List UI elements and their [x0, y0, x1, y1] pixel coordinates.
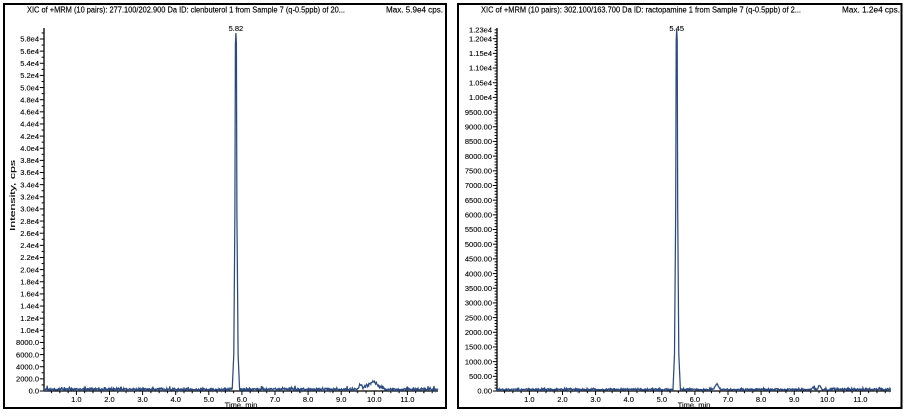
svg-text:4500.00: 4500.00 — [465, 255, 492, 264]
svg-text:3000.00: 3000.00 — [465, 299, 492, 308]
svg-text:6000.0: 6000.0 — [16, 350, 39, 359]
svg-text:1.4e4: 1.4e4 — [20, 302, 39, 311]
svg-text:3.0: 3.0 — [137, 395, 147, 404]
svg-text:Max. 5.9e4 cps.: Max. 5.9e4 cps. — [386, 6, 443, 15]
svg-text:5000.00: 5000.00 — [465, 240, 492, 249]
svg-text:3.0: 3.0 — [590, 395, 600, 404]
svg-text:5.4e4: 5.4e4 — [20, 59, 39, 68]
svg-text:2.2e4: 2.2e4 — [20, 253, 39, 262]
svg-text:8.0: 8.0 — [756, 395, 766, 404]
svg-text:5.82: 5.82 — [229, 24, 244, 33]
svg-text:5.2e4: 5.2e4 — [20, 71, 39, 80]
svg-text:0.00: 0.00 — [477, 387, 492, 396]
svg-text:5.0e4: 5.0e4 — [20, 83, 39, 92]
svg-text:6.0: 6.0 — [690, 395, 700, 404]
svg-text:1.0: 1.0 — [524, 395, 534, 404]
svg-text:500.00: 500.00 — [469, 372, 492, 381]
svg-text:1.05e4: 1.05e4 — [469, 78, 492, 87]
svg-text:4.2e4: 4.2e4 — [20, 132, 39, 141]
svg-text:4.6e4: 4.6e4 — [20, 108, 39, 117]
svg-text:2.0e4: 2.0e4 — [20, 265, 39, 274]
svg-text:XIC of +MRM (10 pairs): 302.10: XIC of +MRM (10 pairs): 302.100/163.700 … — [481, 6, 801, 15]
svg-text:9.0: 9.0 — [336, 395, 346, 404]
svg-text:1.23e4: 1.23e4 — [469, 26, 492, 35]
svg-text:1.0e4: 1.0e4 — [20, 326, 39, 335]
svg-text:10.0: 10.0 — [367, 395, 382, 404]
svg-text:1000.00: 1000.00 — [465, 357, 492, 366]
svg-text:5500.00: 5500.00 — [465, 225, 492, 234]
svg-text:5.45: 5.45 — [669, 24, 684, 33]
svg-text:2.4e4: 2.4e4 — [20, 241, 39, 250]
svg-text:Time, min: Time, min — [225, 401, 258, 410]
svg-text:7.0: 7.0 — [270, 395, 280, 404]
svg-text:10.0: 10.0 — [820, 395, 835, 404]
svg-text:Max. 1.2e4 cps.: Max. 1.2e4 cps. — [842, 6, 900, 15]
svg-text:5.8e4: 5.8e4 — [20, 35, 39, 44]
svg-text:8.0: 8.0 — [303, 395, 313, 404]
svg-text:Intensity, cps: Intensity, cps — [8, 160, 17, 231]
svg-text:8500.00: 8500.00 — [465, 137, 492, 146]
svg-text:4.0: 4.0 — [623, 395, 633, 404]
svg-text:3.6e4: 3.6e4 — [20, 168, 39, 177]
svg-text:2.6e4: 2.6e4 — [20, 229, 39, 238]
svg-text:1.10e4: 1.10e4 — [469, 64, 492, 73]
svg-text:4000.00: 4000.00 — [465, 269, 492, 278]
svg-text:4.4e4: 4.4e4 — [20, 120, 39, 129]
svg-text:1.6e4: 1.6e4 — [20, 290, 39, 299]
svg-text:2.8e4: 2.8e4 — [20, 217, 39, 226]
svg-text:3.8e4: 3.8e4 — [20, 156, 39, 165]
svg-text:0.0: 0.0 — [29, 387, 39, 396]
svg-text:5.0: 5.0 — [657, 395, 667, 404]
svg-text:8000.00: 8000.00 — [465, 152, 492, 161]
svg-text:5.6e4: 5.6e4 — [20, 47, 39, 56]
svg-text:2.0: 2.0 — [557, 395, 567, 404]
svg-text:3.4e4: 3.4e4 — [20, 180, 39, 189]
svg-text:11.0: 11.0 — [400, 395, 414, 404]
svg-text:1.20e4: 1.20e4 — [469, 34, 492, 43]
svg-text:4.0: 4.0 — [170, 395, 180, 404]
svg-text:2500.00: 2500.00 — [465, 313, 492, 322]
svg-text:1.00e4: 1.00e4 — [469, 93, 492, 102]
svg-text:9000.00: 9000.00 — [465, 122, 492, 131]
svg-text:2.0: 2.0 — [104, 395, 114, 404]
svg-text:3.0e4: 3.0e4 — [20, 205, 39, 214]
svg-text:1.15e4: 1.15e4 — [469, 49, 492, 58]
svg-text:1.2e4: 1.2e4 — [20, 314, 39, 323]
svg-text:9500.00: 9500.00 — [465, 108, 492, 117]
svg-text:1.0: 1.0 — [71, 395, 81, 404]
svg-text:2000.0: 2000.0 — [16, 375, 39, 384]
svg-text:4.0e4: 4.0e4 — [20, 144, 39, 153]
svg-text:6000.00: 6000.00 — [465, 211, 492, 220]
svg-text:2000.00: 2000.00 — [465, 328, 492, 337]
svg-text:7.0: 7.0 — [723, 395, 733, 404]
svg-text:5.0: 5.0 — [204, 395, 214, 404]
svg-text:9.0: 9.0 — [789, 395, 799, 404]
svg-text:11.0: 11.0 — [853, 395, 867, 404]
svg-text:4000.0: 4000.0 — [16, 362, 39, 371]
svg-text:1.8e4: 1.8e4 — [20, 277, 39, 286]
svg-text:1500.00: 1500.00 — [465, 343, 492, 352]
svg-text:7000.00: 7000.00 — [465, 181, 492, 190]
svg-text:8000.0: 8000.0 — [16, 338, 39, 347]
svg-text:3500.00: 3500.00 — [465, 284, 492, 293]
svg-text:6500.00: 6500.00 — [465, 196, 492, 205]
svg-text:7500.00: 7500.00 — [465, 167, 492, 176]
svg-text:3.2e4: 3.2e4 — [20, 192, 39, 201]
svg-text:Time, min: Time, min — [678, 401, 711, 410]
svg-text:4.8e4: 4.8e4 — [20, 95, 39, 104]
svg-text:XIC of +MRM (10 pairs): 277.10: XIC of +MRM (10 pairs): 277.100/202.900 … — [27, 6, 345, 15]
svg-text:6.0: 6.0 — [237, 395, 247, 404]
